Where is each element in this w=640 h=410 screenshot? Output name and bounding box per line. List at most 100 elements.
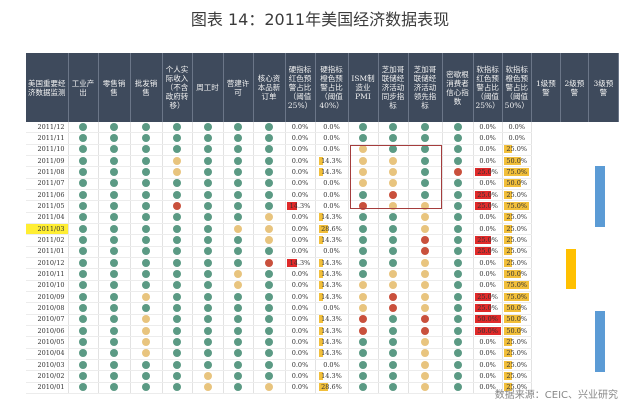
status-cell (162, 144, 193, 156)
orange-status-dot-icon (389, 269, 397, 278)
percent-bar (318, 156, 324, 165)
green-status-dot-icon (110, 122, 118, 131)
date-cell: 2010/05 (26, 336, 69, 349)
percent-bar (503, 224, 513, 233)
status-cell (348, 234, 379, 247)
percent-cell: 0.0% (473, 132, 503, 145)
status-cell (130, 178, 163, 190)
green-status-dot-icon (453, 303, 462, 312)
status-cell (98, 382, 131, 394)
percent-bar (503, 247, 513, 256)
green-status-dot-icon (173, 213, 181, 222)
warning-cell (531, 280, 560, 291)
warning-cell (588, 246, 618, 257)
percent-cell: 0.0% (315, 246, 349, 258)
status-cell (192, 348, 224, 360)
percent-cell: 28.6% (315, 223, 349, 236)
red-status-dot-icon (453, 167, 462, 176)
green-status-dot-icon (265, 337, 273, 346)
red-status-dot-icon (421, 315, 429, 324)
percent-cell: 14.3% (285, 257, 316, 270)
status-cell (442, 257, 474, 270)
percent-cell: 25.0% (502, 234, 532, 247)
status-cell (408, 223, 443, 236)
header-row: 美国重要经济数据监测 工业产出 零售销售 批发销售 个人实际收入（不含政府转移） 周工时营… (26, 53, 619, 122)
percent-bar (474, 315, 501, 324)
percent-cell: 75.0% (502, 291, 532, 304)
percent-bar (503, 167, 530, 176)
status-cell (98, 336, 131, 349)
percent-cell: 14.3% (315, 370, 349, 383)
green-status-dot-icon (203, 315, 212, 324)
percent-value: 0.0% (479, 122, 496, 131)
status-cell (130, 212, 163, 224)
percent-cell: 14.3% (285, 200, 316, 213)
green-status-dot-icon (142, 258, 150, 267)
green-status-dot-icon (234, 122, 242, 131)
green-status-dot-icon (110, 292, 118, 301)
status-cell (98, 132, 131, 145)
status-cell (253, 348, 286, 360)
status-cell (162, 155, 193, 168)
percent-value: 0.0% (479, 156, 496, 165)
status-cell (408, 257, 443, 270)
percent-cell: 0.0% (285, 132, 316, 145)
status-cell (442, 302, 474, 315)
status-cell (442, 314, 474, 326)
green-status-dot-icon (453, 235, 462, 244)
percent-bar (503, 179, 521, 188)
green-status-dot-icon (265, 247, 273, 256)
status-cell (192, 122, 224, 134)
table-row: 2011/11 0.0% 0.0% 0.0% 0.0% (26, 132, 618, 145)
percent-cell: 0.0% (473, 370, 503, 383)
percent-bar (318, 235, 324, 244)
percent-cell: 25.0% (502, 382, 532, 394)
status-cell (130, 359, 163, 372)
table-row: 2011/04 0.0% 14.3% 0.0% 25.0% (26, 212, 618, 224)
red-status-dot-icon (359, 201, 367, 210)
status-cell (68, 257, 99, 270)
percent-cell: 0.0% (285, 370, 316, 383)
status-cell (442, 178, 474, 190)
orange-status-dot-icon (142, 292, 150, 301)
green-status-dot-icon (453, 337, 462, 346)
level-3-warning-bar (595, 310, 605, 372)
page-title: 图表 14：2011年美国经济数据表现 (190, 10, 450, 29)
percent-cell: 25.0% (502, 336, 532, 349)
percent-cell: 0.0% (285, 336, 316, 349)
percent-cell: 50.0% (502, 268, 532, 281)
status-cell (378, 291, 409, 304)
status-cell (378, 155, 409, 168)
status-cell (130, 291, 163, 304)
percent-cell: 25.0% (502, 257, 532, 270)
percent-value: 0.0% (323, 247, 340, 256)
green-status-dot-icon (265, 122, 273, 131)
green-status-dot-icon (203, 337, 212, 346)
status-cell (192, 200, 224, 213)
percent-cell: 75.0% (502, 166, 532, 179)
percent-bar (474, 190, 492, 199)
column-header: 芝加哥联储经济活动同步指标 (378, 53, 409, 122)
date-cell: 2010/06 (26, 325, 69, 338)
status-cell (130, 189, 163, 202)
status-cell (130, 144, 163, 156)
percent-value: 0.0% (291, 269, 309, 278)
status-cell (162, 359, 193, 372)
percent-value: 0.0% (291, 326, 309, 335)
percent-cell: 28.6% (315, 382, 349, 394)
status-cell (442, 280, 474, 292)
green-status-dot-icon (389, 383, 397, 392)
orange-status-dot-icon (421, 201, 429, 210)
warning-cell (560, 189, 588, 200)
status-cell (253, 336, 286, 349)
status-cell (98, 234, 131, 247)
status-cell (68, 155, 99, 168)
percent-cell: 14.3% (315, 155, 349, 168)
warning-cell (588, 144, 618, 155)
status-cell (223, 122, 254, 134)
percent-cell: 0.0% (315, 200, 349, 213)
warning-cell (560, 348, 588, 359)
percent-value: 28.6% (321, 383, 342, 392)
status-cell (162, 314, 193, 326)
green-status-dot-icon (359, 337, 367, 346)
